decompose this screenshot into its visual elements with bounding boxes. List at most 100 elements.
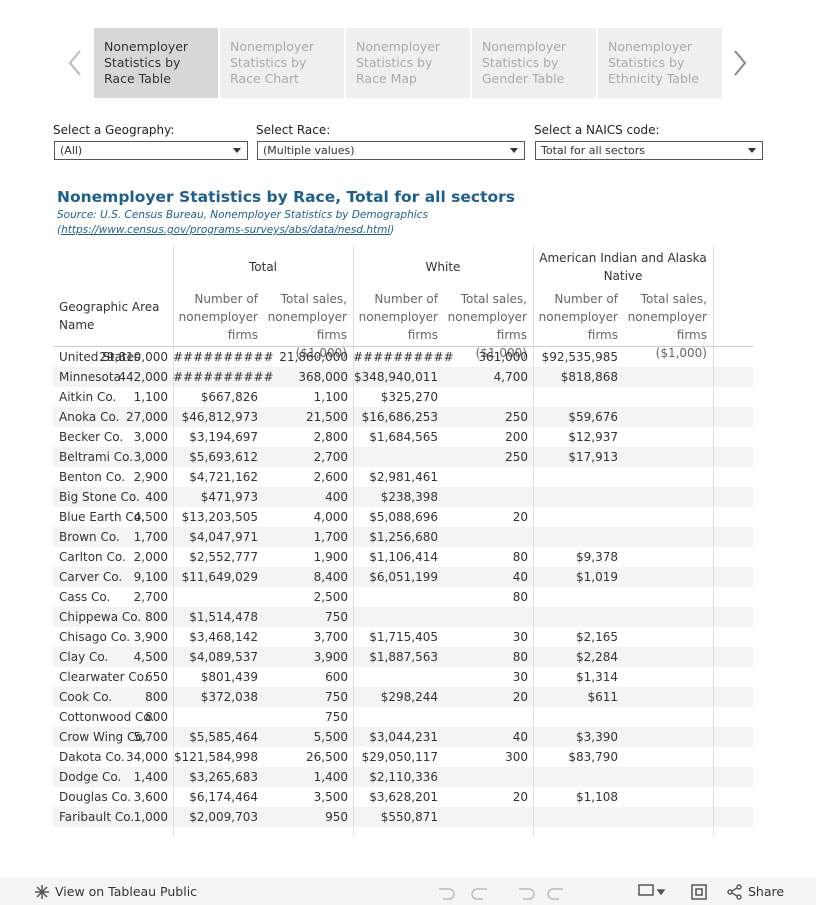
cell: 950 xyxy=(325,810,348,824)
cell: $550,871 xyxy=(380,810,438,824)
cell: 5,500 xyxy=(313,730,348,744)
row-label: Benton Co. xyxy=(59,470,126,484)
row-label: Minnesota xyxy=(59,370,121,384)
tab[interactable]: Nonemployer Statistics by Race Table xyxy=(94,28,218,98)
filter-label: Select a Geography: xyxy=(53,123,175,137)
row-label: Aitkin Co. xyxy=(59,390,117,404)
row-label: Dodge Co. xyxy=(59,770,122,784)
cell: $4,089,537 xyxy=(189,650,258,664)
row-label: Dakota Co. xyxy=(59,750,125,764)
row-label: Clearwater Co. xyxy=(59,670,148,684)
cell: $1,019 xyxy=(576,570,618,584)
tab[interactable]: Nonemployer Statistics by Race Chart xyxy=(220,28,344,98)
cell: 3,500 xyxy=(313,790,348,804)
tab[interactable]: Nonemployer Statistics by Gender Table xyxy=(472,28,596,98)
filter-dropdown[interactable]: (Multiple values) xyxy=(257,141,525,160)
cell: $2,981,461 xyxy=(369,470,438,484)
cell: 4,000 xyxy=(313,510,348,524)
column-divider xyxy=(353,246,354,836)
group-header: White xyxy=(425,260,461,274)
cell: 2,600 xyxy=(313,470,348,484)
cell: 650 xyxy=(145,670,168,684)
cell: 29,810,000 xyxy=(99,350,168,364)
cell: $2,552,777 xyxy=(189,550,258,564)
column-header: Number of nonemployer firms xyxy=(178,292,258,342)
column-divider xyxy=(713,246,714,836)
cell: ########## xyxy=(173,370,274,384)
view-link[interactable]: View on Tableau Public xyxy=(55,884,198,899)
cell: $3,265,683 xyxy=(189,770,258,784)
cell: $3,390 xyxy=(576,730,618,744)
cell: $17,913 xyxy=(568,450,618,464)
cell: $1,106,414 xyxy=(369,550,438,564)
next-arrow[interactable] xyxy=(730,48,752,78)
cell: 300 xyxy=(505,750,528,764)
row-band xyxy=(53,447,753,467)
row-label: Cass Co. xyxy=(59,590,111,604)
cell: $325,270 xyxy=(380,390,438,404)
filter-dropdown[interactable]: Total for all sectors xyxy=(535,141,763,160)
cell: 442,000 xyxy=(118,370,168,384)
cell: 1,700 xyxy=(133,530,168,544)
cell: $238,398 xyxy=(380,490,438,504)
cell: $3,628,201 xyxy=(369,790,438,804)
source-link[interactable]: https://www.census.gov/programs-surveys/… xyxy=(61,224,391,236)
cell: 2,800 xyxy=(313,430,348,444)
row-band xyxy=(53,487,753,507)
column-divider xyxy=(173,246,174,836)
column-header: Total sales, nonemployer firms ($1,000) xyxy=(267,292,347,360)
row-label: Chisago Co. xyxy=(59,630,131,644)
cell: 40 xyxy=(512,730,528,744)
cell: 40 xyxy=(512,570,528,584)
cell: 20 xyxy=(512,510,528,524)
footer: View on Tableau Public Share xyxy=(0,878,816,905)
cell: $3,044,231 xyxy=(369,730,438,744)
cell: 250 xyxy=(505,450,528,464)
cell: 4,500 xyxy=(133,650,168,664)
row-label: Anoka Co. xyxy=(59,410,120,424)
cell: 2,900 xyxy=(133,470,168,484)
row-band xyxy=(53,607,753,627)
cell: 1,100 xyxy=(313,390,348,404)
cell: 2,700 xyxy=(313,450,348,464)
cell: $298,244 xyxy=(380,690,438,704)
table: Geographic Area Name Total Number of nonem… xyxy=(53,246,753,836)
cell: $1,715,405 xyxy=(369,630,438,644)
source: Source: U.S. Census Bureau, Nonemployer … xyxy=(57,209,428,221)
row-band xyxy=(53,407,753,427)
column-divider xyxy=(533,246,534,836)
cell: 80 xyxy=(512,550,528,564)
cell: 1,000 xyxy=(133,810,168,824)
cell: 750 xyxy=(325,610,348,624)
cell: 800 xyxy=(145,610,168,624)
cell: 26,500 xyxy=(306,750,348,764)
row-band xyxy=(53,567,753,587)
cell: $471,973 xyxy=(200,490,258,504)
cell: 3,900 xyxy=(133,630,168,644)
cell: $611 xyxy=(587,690,618,704)
row-label: Faribault Co. xyxy=(59,810,135,824)
cell: 21,860,000 xyxy=(279,350,348,364)
undo-redo[interactable] xyxy=(435,883,605,901)
tab[interactable]: Nonemployer Statistics by Ethnicity Tabl… xyxy=(598,28,722,98)
toolbar-icons[interactable] xyxy=(638,883,718,901)
cell: 3,900 xyxy=(313,650,348,664)
cell: 361,000 xyxy=(478,350,528,364)
share[interactable]: Share xyxy=(748,884,785,899)
cell: 3,000 xyxy=(133,430,168,444)
cell: $5,585,464 xyxy=(189,730,258,744)
prev-arrow[interactable] xyxy=(64,48,86,78)
filter-label: Select Race: xyxy=(256,123,331,137)
row-label: Crow Wing Co. xyxy=(59,730,147,744)
filter-dropdown[interactable]: (All) xyxy=(54,141,248,160)
row-label: Beltrami Co. xyxy=(59,450,134,464)
tab[interactable]: Nonemployer Statistics by Race Map xyxy=(346,28,470,98)
cell: 21,500 xyxy=(306,410,348,424)
filter-label: Select a NAICS code: xyxy=(534,123,660,137)
cell: 800 xyxy=(145,690,168,704)
cell: $5,693,612 xyxy=(189,450,258,464)
cell: 27,000 xyxy=(126,410,168,424)
cell: $6,174,464 xyxy=(189,790,258,804)
cell: 8,400 xyxy=(313,570,348,584)
